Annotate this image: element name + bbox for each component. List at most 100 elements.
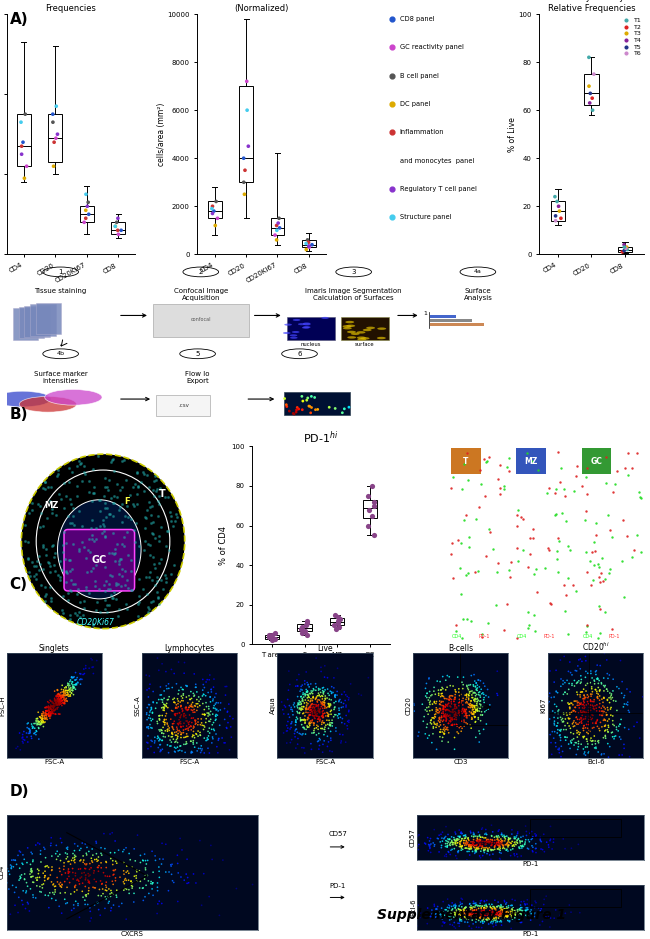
Point	[437, 698, 447, 713]
Point	[200, 719, 210, 734]
Point	[598, 706, 608, 721]
Point	[439, 726, 449, 741]
Point	[466, 834, 476, 849]
Point	[55, 688, 66, 703]
Point	[450, 706, 461, 721]
Point	[159, 703, 170, 718]
Point	[110, 219, 120, 234]
Point	[190, 875, 201, 890]
Point	[49, 700, 59, 716]
Point	[157, 726, 167, 741]
Point	[52, 683, 62, 698]
Point	[600, 717, 610, 732]
Point	[580, 670, 591, 685]
Point	[296, 713, 306, 728]
Point	[413, 837, 424, 852]
Point	[119, 842, 129, 857]
Point	[619, 720, 630, 735]
Point	[285, 735, 296, 750]
Point	[68, 898, 79, 913]
Point	[121, 912, 131, 927]
Point	[477, 707, 488, 722]
Point	[465, 904, 476, 919]
Point	[460, 828, 470, 843]
Point	[495, 839, 505, 854]
Point	[477, 913, 488, 928]
Point	[105, 889, 116, 904]
Point	[57, 877, 67, 892]
Point	[460, 901, 471, 916]
Point	[203, 705, 214, 720]
Point	[56, 492, 66, 507]
Point	[174, 716, 184, 731]
Point	[280, 698, 290, 713]
Point	[442, 909, 452, 924]
Point	[441, 697, 451, 712]
Point	[312, 695, 322, 710]
FancyBboxPatch shape	[156, 394, 211, 416]
Point	[144, 697, 155, 712]
Point	[167, 680, 177, 695]
Point	[125, 853, 135, 868]
Point	[434, 906, 445, 921]
Point	[105, 506, 115, 521]
Point	[135, 848, 146, 863]
Point	[304, 716, 315, 731]
Point	[434, 907, 444, 922]
Point	[461, 708, 471, 723]
Point	[521, 828, 532, 843]
Point	[311, 683, 321, 698]
Point	[205, 726, 215, 741]
Text: CD8 panel: CD8 panel	[400, 16, 434, 22]
Point	[478, 903, 489, 918]
Point	[505, 831, 515, 846]
Point	[454, 692, 465, 707]
Point	[91, 603, 101, 618]
Point	[326, 707, 336, 722]
Point	[572, 695, 582, 710]
Point	[493, 833, 504, 848]
FancyBboxPatch shape	[451, 448, 480, 474]
Point	[40, 700, 51, 715]
Point	[337, 716, 347, 731]
Text: surface: surface	[355, 343, 374, 347]
Point	[111, 576, 122, 591]
Point	[421, 720, 432, 735]
Point	[441, 691, 452, 706]
Point	[304, 700, 314, 716]
Point	[529, 905, 539, 920]
Point	[310, 711, 320, 726]
Point	[598, 695, 608, 710]
Point	[161, 712, 172, 727]
Point	[28, 854, 38, 870]
Point	[495, 903, 506, 918]
Point	[463, 688, 474, 703]
Point	[81, 861, 91, 876]
Point	[474, 899, 485, 914]
Point	[481, 899, 491, 914]
Point	[304, 711, 314, 726]
Point	[194, 698, 205, 713]
Point	[318, 737, 328, 752]
Point	[135, 874, 146, 889]
Point	[335, 706, 345, 721]
Point	[552, 564, 563, 579]
Point	[449, 915, 460, 930]
Point	[133, 596, 143, 611]
Point	[326, 702, 337, 717]
Point	[120, 577, 131, 593]
Point	[593, 556, 603, 571]
Point	[478, 916, 488, 931]
Point	[520, 898, 530, 913]
Point	[214, 717, 225, 732]
Text: 100 μm: 100 μm	[20, 632, 38, 637]
Point	[47, 885, 58, 901]
Point	[306, 400, 317, 415]
Point	[594, 693, 604, 708]
Point	[202, 705, 213, 720]
Point	[462, 694, 472, 709]
Point	[139, 484, 150, 499]
Point	[485, 834, 495, 849]
Point	[468, 704, 478, 719]
Point	[455, 912, 465, 927]
